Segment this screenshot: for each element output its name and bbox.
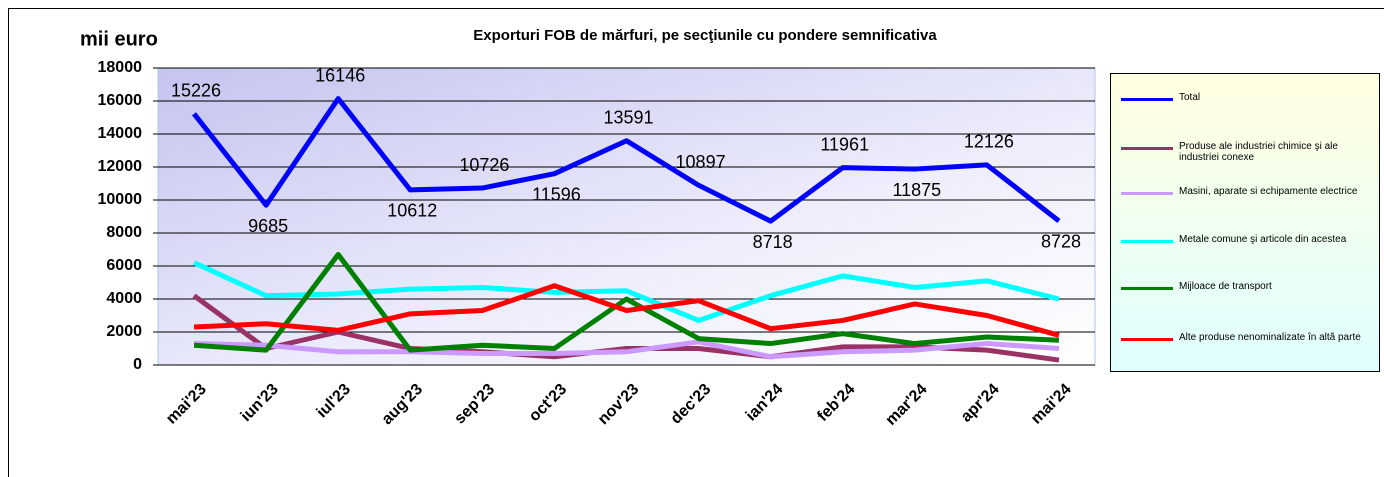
- y-tick-label: 0: [133, 356, 142, 373]
- legend-swatch: [1121, 98, 1173, 101]
- chart-title: Exporturi FOB de mărfuri, pe secţiunile …: [473, 27, 937, 44]
- y-tick-label: 6000: [106, 257, 142, 274]
- legend-swatch: [1121, 287, 1173, 290]
- legend-entry: Masini, aparate si echipamente electrice: [1121, 186, 1371, 197]
- y-tick-label: 4000: [106, 290, 142, 307]
- x-tick-label: sep'23: [451, 381, 498, 428]
- data-label: 13591: [603, 107, 653, 127]
- series-line: [193, 339, 1060, 360]
- data-label: 9685: [248, 216, 288, 236]
- x-tick-label: oct'23: [526, 381, 570, 425]
- y-tick-label: 10000: [98, 191, 143, 208]
- y-axis-label: mii euro: [80, 28, 158, 50]
- y-tick-label: 18000: [98, 59, 143, 76]
- legend-label: Produse ale industriei chimice şi ale in…: [1179, 141, 1338, 163]
- data-label: 15226: [171, 81, 221, 101]
- y-tick-label: 12000: [98, 158, 143, 175]
- series-line: [193, 251, 1060, 353]
- series-line: [193, 283, 1060, 338]
- legend-swatch: [1121, 240, 1173, 243]
- data-label: 11596: [532, 184, 581, 204]
- data-label: 11961: [820, 134, 869, 154]
- y-tick-label: 2000: [106, 323, 142, 340]
- data-label: 8728: [1041, 232, 1081, 252]
- x-tick-label: mai'24: [1028, 381, 1075, 428]
- y-tick-label: 14000: [98, 125, 143, 142]
- plot-area: [157, 67, 1096, 366]
- legend-label: Alte produse nenominalizate în altă part…: [1179, 332, 1361, 343]
- x-tick-label: mai'23: [163, 381, 210, 428]
- data-label: 10612: [387, 201, 437, 221]
- data-label: 10897: [676, 152, 726, 172]
- legend-swatch: [1121, 147, 1173, 150]
- y-tick-label: 8000: [106, 224, 142, 241]
- x-tick-label: apr'24: [958, 381, 1003, 426]
- y-tick-label: 16000: [98, 92, 143, 109]
- series-line: [192, 96, 1061, 224]
- legend-label: Metale comune şi articole din acestea: [1179, 234, 1347, 245]
- data-label: 10726: [459, 155, 509, 175]
- legend-swatch: [1121, 192, 1173, 195]
- legend-entry: Alte produse nenominalizate în altă part…: [1121, 332, 1371, 343]
- legend-label: Total: [1179, 92, 1201, 103]
- data-label: 11875: [892, 180, 941, 200]
- legend-label: Masini, aparate si echipamente electrice: [1179, 186, 1358, 197]
- legend-entry: Produse ale industriei chimice şi ale in…: [1121, 141, 1371, 163]
- legend-label: Mijloace de transport: [1179, 281, 1272, 292]
- legend-entry: Total: [1121, 92, 1371, 103]
- legend-swatch: [1121, 338, 1173, 341]
- x-tick-label: dec'23: [668, 381, 715, 428]
- legend: Total Produse ale industriei chimice şi a…: [1110, 73, 1380, 372]
- x-tick-label: aug'23: [379, 381, 426, 428]
- x-tick-label: mar'24: [883, 381, 931, 429]
- x-tick-label: ian'24: [743, 381, 787, 425]
- x-tick-label: feb'24: [814, 381, 858, 425]
- x-tick-label: iun'23: [238, 381, 282, 425]
- x-tick-label: nov'23: [595, 381, 642, 428]
- data-label: 8718: [753, 232, 793, 252]
- data-label: 16146: [315, 65, 365, 85]
- frame: [8, 8, 1384, 477]
- x-tick-label: iul'23: [314, 381, 355, 422]
- series-line: [192, 260, 1060, 323]
- data-label: 12126: [964, 132, 1014, 152]
- legend-entry: Mijloace de transport: [1121, 281, 1371, 292]
- legend-entry: Metale comune şi articole din acestea: [1121, 234, 1371, 245]
